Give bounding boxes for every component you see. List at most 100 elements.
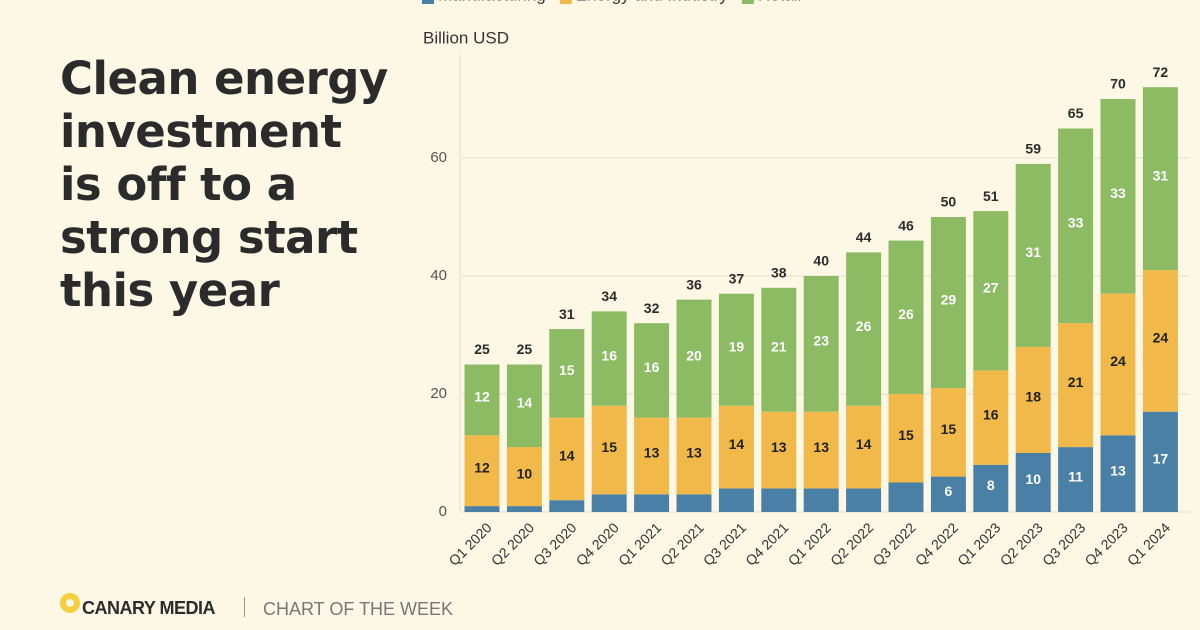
bar-segment [973,464,1009,512]
y-tick-label: 20 [430,385,447,402]
bar-segment [1015,346,1051,453]
bar-segment [1058,323,1094,448]
bar-segment [1142,411,1178,512]
bar-segment [803,276,839,412]
x-tick-label: Q3 2023 [1039,519,1088,568]
value-label: 13 [813,439,829,455]
bar-segment [888,240,924,394]
x-tick-label: Q4 2023 [1081,519,1130,568]
logo [60,593,80,613]
x-tick-label: Q2 2021 [657,519,706,568]
x-tick-label: Q1 2022 [785,519,834,568]
bar-segment [1058,447,1094,512]
value-label: 12 [474,459,490,475]
value-label: 21 [771,338,787,354]
bar-segment [1058,128,1094,324]
total-label: 32 [644,300,660,316]
bar-segment [506,506,542,512]
value-label: 14 [559,448,575,464]
value-label: 19 [729,338,745,354]
bar-segment [718,488,754,512]
bar-segment [1015,163,1051,347]
y-tick-label: 0 [439,503,447,520]
total-label: 40 [813,253,829,269]
value-label: 16 [983,406,999,422]
value-label: 31 [1025,244,1041,260]
value-label: 26 [856,318,872,334]
value-label: 14 [729,436,745,452]
value-label: 16 [601,347,617,363]
value-label: 20 [686,347,702,363]
bar-segment [464,364,500,436]
value-label: 13 [686,445,702,461]
total-label: 34 [601,288,617,304]
value-label: 15 [898,427,914,443]
value-label: 27 [983,279,999,295]
legend-swatch [741,0,754,4]
y-axis-label: Billion USD [423,28,509,47]
legend-label: Manufacturing [438,0,546,4]
bar-segment [591,494,627,512]
x-tick-label: Q1 2020 [445,519,494,568]
bar-segment [718,293,754,406]
value-label: 24 [1153,330,1169,346]
total-label: 70 [1110,76,1126,92]
x-tick-label: Q2 2023 [997,519,1046,568]
legend-swatch [422,0,434,4]
total-label: 46 [898,217,914,233]
bar-segment [676,299,712,418]
x-tick-label: Q1 2024 [1124,519,1173,568]
value-label: 13 [771,439,787,455]
bar-segment [1142,270,1178,412]
bar-segment [634,417,670,495]
total-label: 72 [1153,64,1169,80]
bar-segment [718,405,754,489]
value-label: 21 [1068,374,1084,390]
x-tick-label: Q3 2021 [700,519,749,568]
section-label: CHART OF THE WEEK [263,599,454,619]
total-label: 65 [1068,105,1084,121]
bar-segment [549,500,585,512]
y-tick-label: 40 [430,267,447,284]
bar-segment [634,494,670,512]
separator [244,597,245,617]
bar-segment [1100,99,1136,294]
x-tick-label: Q3 2022 [869,519,918,568]
total-label: 38 [771,265,787,281]
x-tick-label: Q1 2021 [615,519,664,568]
bar-segment [761,287,797,412]
value-label: 10 [1025,471,1041,487]
value-label: 8 [987,477,995,493]
value-label: 33 [1110,185,1126,201]
bar-segment [930,217,966,389]
legend-label: Energy and Industry [576,0,729,4]
value-label: 13 [1110,462,1126,478]
bar-segment [464,506,500,512]
bar-segment [1100,293,1136,436]
bar-segment [888,394,924,483]
bar-segment [973,211,1009,371]
x-tick-label: Q4 2022 [912,519,961,568]
total-label: 25 [474,341,490,357]
total-label: 36 [686,276,702,292]
total-label: 50 [941,194,957,210]
x-tick-label: Q2 2022 [827,519,876,568]
x-tick-label: Q4 2020 [573,519,622,568]
bar-segment [846,405,882,489]
value-label: 14 [856,436,872,452]
value-label: 33 [1068,215,1084,231]
bar-segment [761,488,797,512]
x-tick-label: Q1 2023 [954,519,1003,568]
value-label: 10 [517,465,533,481]
bar-segment [930,388,966,477]
value-label: 15 [601,439,617,455]
value-label: 11 [1068,468,1083,484]
value-label: 23 [813,333,829,349]
bar-segment [803,411,839,489]
bar-segment [888,482,924,512]
x-tick-label: Q3 2020 [530,519,579,568]
value-label: 12 [474,389,490,405]
bar-segment [464,435,500,507]
